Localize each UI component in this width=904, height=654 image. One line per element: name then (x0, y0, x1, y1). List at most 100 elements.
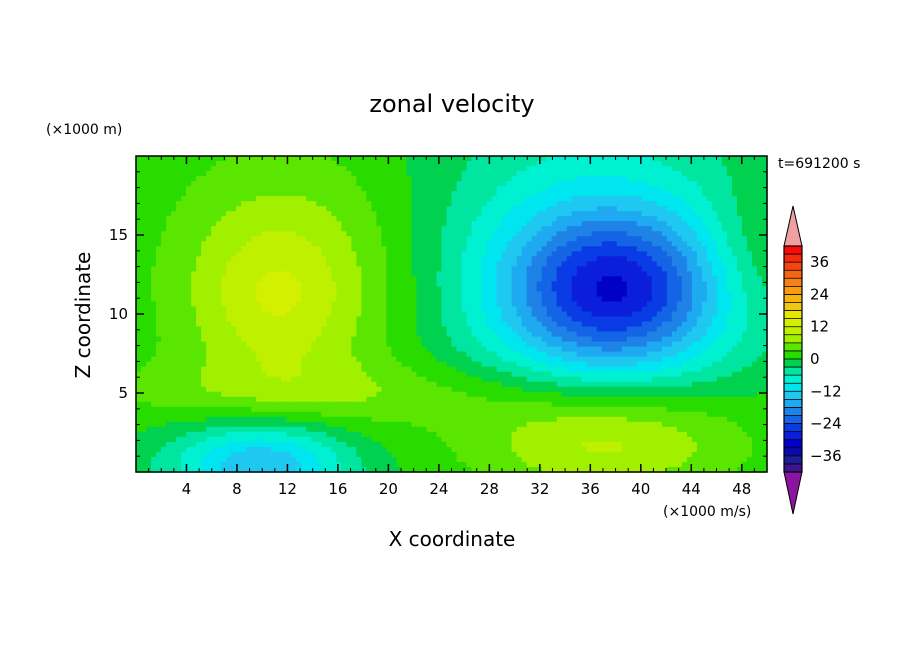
contour-cell (576, 156, 583, 162)
contour-cell (696, 271, 703, 277)
contour-cell (311, 156, 317, 162)
contour-cell (321, 281, 327, 288)
contour-cell (701, 281, 708, 288)
contour-cell (346, 281, 352, 288)
contour-cell (376, 161, 382, 167)
contour-cell (236, 181, 242, 187)
contour-cell (466, 276, 473, 282)
contour-cell (456, 311, 463, 318)
contour-cell (506, 196, 513, 202)
contour-cell (701, 326, 708, 333)
contour-cell (246, 181, 252, 187)
contour-cell (261, 211, 267, 217)
contour-cell (216, 316, 222, 323)
contour-cell (431, 211, 438, 217)
contour-cell (291, 306, 297, 313)
contour-cell (596, 261, 603, 267)
contour-cell (716, 231, 723, 237)
contour-cell (476, 346, 483, 353)
contour-cell (491, 241, 498, 247)
contour-cell (761, 171, 768, 177)
contour-cell (171, 241, 177, 247)
contour-cell (191, 326, 197, 333)
contour-cell (416, 156, 423, 162)
contour-cell (396, 281, 403, 288)
contour-cell (651, 331, 658, 338)
contour-cell (681, 211, 688, 217)
contour-cell (706, 226, 713, 232)
contour-cell (551, 186, 558, 192)
contour-cell (181, 206, 187, 212)
contour-cell (541, 226, 548, 232)
contour-cell (576, 226, 583, 232)
contour-cell (271, 291, 277, 298)
contour-cell (381, 286, 387, 293)
contour-cell (661, 226, 668, 232)
contour-cell (561, 211, 568, 217)
contour-cell (761, 221, 768, 227)
contour-cell (466, 346, 473, 353)
contour-cell (731, 331, 738, 338)
contour-cell (326, 231, 332, 237)
contour-cell (286, 201, 292, 207)
contour-cell (311, 251, 317, 257)
contour-cell (441, 251, 448, 257)
contour-cell (176, 186, 182, 192)
contour-cell (236, 176, 242, 182)
contour-cell (396, 226, 403, 232)
contour-cell (621, 281, 628, 288)
contour-cell (521, 341, 528, 348)
contour-cell (546, 296, 553, 303)
contour-cell (256, 176, 262, 182)
contour-cell (181, 236, 187, 242)
contour-cell (666, 196, 673, 202)
contour-cell (316, 321, 322, 328)
contour-cell (136, 236, 142, 242)
contour-cell (161, 191, 167, 197)
contour-cell (211, 181, 217, 187)
contour-cell (196, 231, 202, 237)
contour-cell (736, 316, 743, 323)
contour-cell (626, 161, 633, 167)
contour-cell (496, 311, 503, 318)
contour-cell (446, 261, 453, 267)
contour-cell (336, 286, 342, 293)
contour-cell (726, 181, 733, 187)
contour-cell (566, 336, 573, 343)
contour-cell (176, 171, 182, 177)
contour-cell (651, 236, 658, 242)
contour-cell (461, 296, 468, 303)
contour-cell (561, 161, 568, 167)
contour-cell (151, 246, 157, 252)
contour-cell (471, 241, 478, 247)
contour-cell (206, 296, 212, 303)
contour-cell (346, 351, 352, 358)
contour-cell (396, 221, 403, 227)
contour-cell (441, 231, 448, 237)
contour-cell (351, 336, 357, 343)
contour-cell (391, 156, 398, 162)
contour-cell (751, 186, 758, 192)
contour-cell (691, 306, 698, 313)
contour-cell (521, 261, 528, 267)
contour-cell (426, 266, 433, 272)
contour-cell (291, 316, 297, 323)
contour-cell (391, 201, 398, 207)
contour-cell (441, 176, 448, 182)
contour-cell (426, 351, 433, 358)
contour-cell (571, 246, 578, 252)
contour-cell (666, 296, 673, 303)
contour-cell (396, 271, 403, 277)
contour-cell (306, 241, 312, 247)
contour-cell (596, 191, 603, 197)
contour-cell (226, 191, 232, 197)
contour-cell (411, 256, 418, 262)
contour-cell (261, 221, 267, 227)
contour-cell (756, 156, 763, 162)
contour-cell (256, 166, 262, 172)
contour-cell (571, 166, 578, 172)
contour-cell (211, 281, 217, 288)
contour-cell (591, 301, 598, 308)
contour-cell (391, 216, 398, 222)
contour-cell (446, 326, 453, 333)
